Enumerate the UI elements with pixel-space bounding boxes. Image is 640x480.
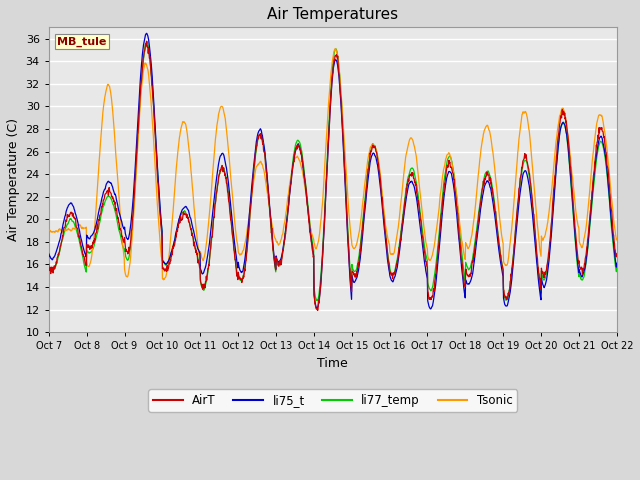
Text: MB_tule: MB_tule	[58, 36, 107, 47]
X-axis label: Time: Time	[317, 357, 348, 370]
Title: Air Temperatures: Air Temperatures	[268, 7, 398, 22]
Legend: AirT, li75_t, li77_temp, Tsonic: AirT, li75_t, li77_temp, Tsonic	[148, 389, 517, 412]
Y-axis label: Air Temperature (C): Air Temperature (C)	[7, 118, 20, 241]
